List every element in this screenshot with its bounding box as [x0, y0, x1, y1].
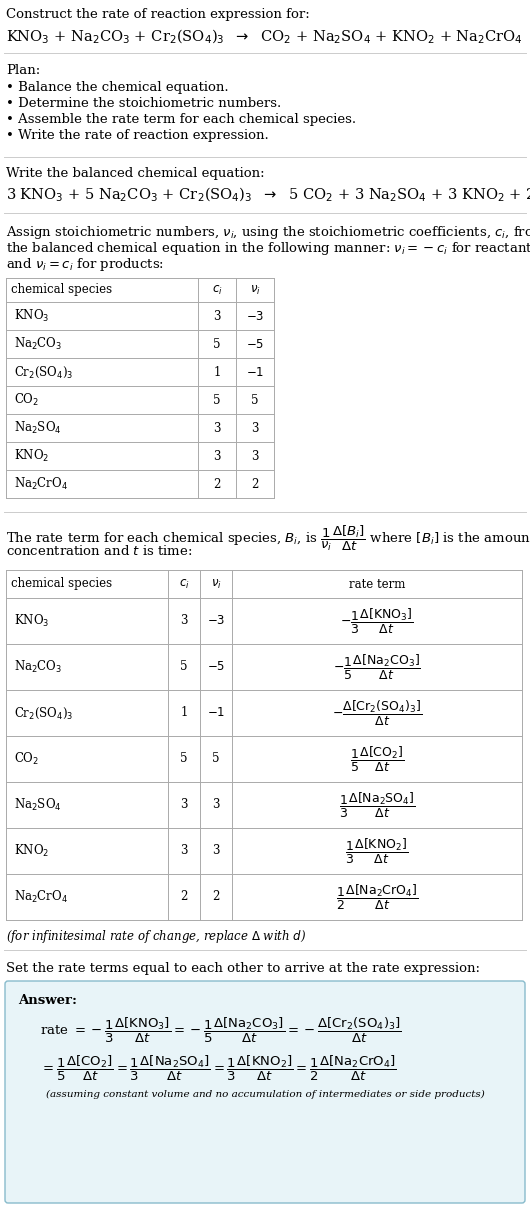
- Text: CO$_2$: CO$_2$: [14, 751, 39, 767]
- Text: $\nu_i$: $\nu_i$: [210, 577, 222, 591]
- Text: 5: 5: [251, 394, 259, 407]
- Text: 5: 5: [180, 661, 188, 674]
- Text: the balanced chemical equation in the following manner: $\nu_i = -c_i$ for react: the balanced chemical equation in the fo…: [6, 240, 530, 257]
- Text: 5: 5: [212, 753, 220, 766]
- Text: 3: 3: [251, 422, 259, 435]
- Text: $-\dfrac{1}{5}\dfrac{\Delta[\mathrm{Na_2CO_3}]}{\Delta t}$: $-\dfrac{1}{5}\dfrac{\Delta[\mathrm{Na_2…: [333, 652, 421, 681]
- Text: $\dfrac{1}{3}\dfrac{\Delta[\mathrm{KNO_2}]}{\Delta t}$: $\dfrac{1}{3}\dfrac{\Delta[\mathrm{KNO_2…: [346, 836, 409, 865]
- Text: 3: 3: [180, 798, 188, 812]
- Text: Na$_2$SO$_4$: Na$_2$SO$_4$: [14, 420, 61, 436]
- Text: CO$_2$: CO$_2$: [14, 391, 39, 408]
- Text: $-1$: $-1$: [246, 366, 264, 378]
- Text: Assign stoichiometric numbers, $\nu_i$, using the stoichiometric coefficients, $: Assign stoichiometric numbers, $\nu_i$, …: [6, 223, 530, 242]
- Text: 2: 2: [213, 477, 220, 490]
- Text: 3: 3: [213, 449, 221, 463]
- Text: Na$_2$CrO$_4$: Na$_2$CrO$_4$: [14, 476, 68, 492]
- Text: chemical species: chemical species: [11, 284, 112, 296]
- Text: and $\nu_i = c_i$ for products:: and $\nu_i = c_i$ for products:: [6, 256, 164, 273]
- Text: 5: 5: [213, 394, 221, 407]
- Text: 5: 5: [180, 753, 188, 766]
- Text: 5: 5: [213, 337, 221, 350]
- Text: 3 KNO$_3$ + 5 Na$_2$CO$_3$ + Cr$_2$(SO$_4$)$_3$  $\rightarrow$  5 CO$_2$ + 3 Na$: 3 KNO$_3$ + 5 Na$_2$CO$_3$ + Cr$_2$(SO$_…: [6, 186, 530, 204]
- Text: 1: 1: [213, 366, 220, 378]
- Text: chemical species: chemical species: [11, 577, 112, 591]
- Text: $-3$: $-3$: [207, 615, 225, 627]
- Text: 3: 3: [180, 844, 188, 858]
- Text: Na$_2$SO$_4$: Na$_2$SO$_4$: [14, 797, 61, 813]
- Text: 2: 2: [213, 890, 220, 904]
- Text: Na$_2$CrO$_4$: Na$_2$CrO$_4$: [14, 889, 68, 905]
- Text: $\dfrac{1}{2}\dfrac{\Delta[\mathrm{Na_2CrO_4}]}{\Delta t}$: $\dfrac{1}{2}\dfrac{\Delta[\mathrm{Na_2C…: [335, 883, 418, 912]
- Text: KNO$_3$: KNO$_3$: [14, 308, 49, 324]
- Text: • Balance the chemical equation.: • Balance the chemical equation.: [6, 81, 228, 94]
- Text: Cr$_2$(SO$_4$)$_3$: Cr$_2$(SO$_4$)$_3$: [14, 365, 74, 379]
- Text: $c_i$: $c_i$: [211, 284, 223, 296]
- Text: $\dfrac{1}{5}\dfrac{\Delta[\mathrm{CO_2}]}{\Delta t}$: $\dfrac{1}{5}\dfrac{\Delta[\mathrm{CO_2}…: [350, 744, 404, 773]
- Text: $-5$: $-5$: [246, 337, 264, 350]
- Text: Construct the rate of reaction expression for:: Construct the rate of reaction expressio…: [6, 8, 310, 21]
- Text: • Determine the stoichiometric numbers.: • Determine the stoichiometric numbers.: [6, 97, 281, 110]
- Text: • Write the rate of reaction expression.: • Write the rate of reaction expression.: [6, 129, 269, 143]
- Text: $-\dfrac{\Delta[\mathrm{Cr_2(SO_4)_3}]}{\Delta t}$: $-\dfrac{\Delta[\mathrm{Cr_2(SO_4)_3}]}{…: [332, 698, 422, 727]
- Text: $c_i$: $c_i$: [179, 577, 189, 591]
- Text: KNO$_2$: KNO$_2$: [14, 843, 49, 859]
- Text: 3: 3: [213, 309, 221, 323]
- Text: $\dfrac{1}{3}\dfrac{\Delta[\mathrm{Na_2SO_4}]}{\Delta t}$: $\dfrac{1}{3}\dfrac{\Delta[\mathrm{Na_2S…: [339, 790, 416, 819]
- Text: • Assemble the rate term for each chemical species.: • Assemble the rate term for each chemic…: [6, 114, 356, 126]
- Text: rate term: rate term: [349, 577, 405, 591]
- FancyBboxPatch shape: [5, 981, 525, 1203]
- Text: The rate term for each chemical species, $B_i$, is $\dfrac{1}{\nu_i}\dfrac{\Delt: The rate term for each chemical species,…: [6, 524, 530, 553]
- Text: 3: 3: [251, 449, 259, 463]
- Text: $-1$: $-1$: [207, 707, 225, 720]
- Text: $= \dfrac{1}{5}\dfrac{\Delta[\mathrm{CO_2}]}{\Delta t} = \dfrac{1}{3}\dfrac{\Del: $= \dfrac{1}{5}\dfrac{\Delta[\mathrm{CO_…: [40, 1055, 397, 1084]
- Text: 1: 1: [180, 707, 188, 720]
- Text: concentration and $t$ is time:: concentration and $t$ is time:: [6, 544, 192, 558]
- Text: Plan:: Plan:: [6, 64, 40, 77]
- Text: 2: 2: [180, 890, 188, 904]
- Text: 3: 3: [180, 615, 188, 627]
- Text: $\nu_i$: $\nu_i$: [250, 284, 260, 296]
- Text: Cr$_2$(SO$_4$)$_3$: Cr$_2$(SO$_4$)$_3$: [14, 705, 74, 721]
- Text: Write the balanced chemical equation:: Write the balanced chemical equation:: [6, 167, 264, 180]
- Text: $-\dfrac{1}{3}\dfrac{\Delta[\mathrm{KNO_3}]}{\Delta t}$: $-\dfrac{1}{3}\dfrac{\Delta[\mathrm{KNO_…: [340, 606, 414, 635]
- Text: 3: 3: [212, 798, 220, 812]
- Text: Na$_2$CO$_3$: Na$_2$CO$_3$: [14, 658, 62, 675]
- Text: (for infinitesimal rate of change, replace $\Delta$ with $d$): (for infinitesimal rate of change, repla…: [6, 928, 306, 945]
- Text: KNO$_3$ + Na$_2$CO$_3$ + Cr$_2$(SO$_4$)$_3$  $\rightarrow$  CO$_2$ + Na$_2$SO$_4: KNO$_3$ + Na$_2$CO$_3$ + Cr$_2$(SO$_4$)$…: [6, 28, 523, 46]
- Text: 2: 2: [251, 477, 259, 490]
- Text: Set the rate terms equal to each other to arrive at the rate expression:: Set the rate terms equal to each other t…: [6, 962, 480, 975]
- Text: Answer:: Answer:: [18, 994, 77, 1007]
- Text: rate $= -\dfrac{1}{3}\dfrac{\Delta[\mathrm{KNO_3}]}{\Delta t} = -\dfrac{1}{5}\df: rate $= -\dfrac{1}{3}\dfrac{\Delta[\math…: [40, 1016, 402, 1045]
- Text: 3: 3: [213, 422, 221, 435]
- Text: KNO$_3$: KNO$_3$: [14, 612, 49, 629]
- Text: $-5$: $-5$: [207, 661, 225, 674]
- Text: Na$_2$CO$_3$: Na$_2$CO$_3$: [14, 336, 62, 352]
- Text: $-3$: $-3$: [246, 309, 264, 323]
- Text: 3: 3: [212, 844, 220, 858]
- Text: (assuming constant volume and no accumulation of intermediates or side products): (assuming constant volume and no accumul…: [46, 1090, 484, 1099]
- Text: KNO$_2$: KNO$_2$: [14, 448, 49, 464]
